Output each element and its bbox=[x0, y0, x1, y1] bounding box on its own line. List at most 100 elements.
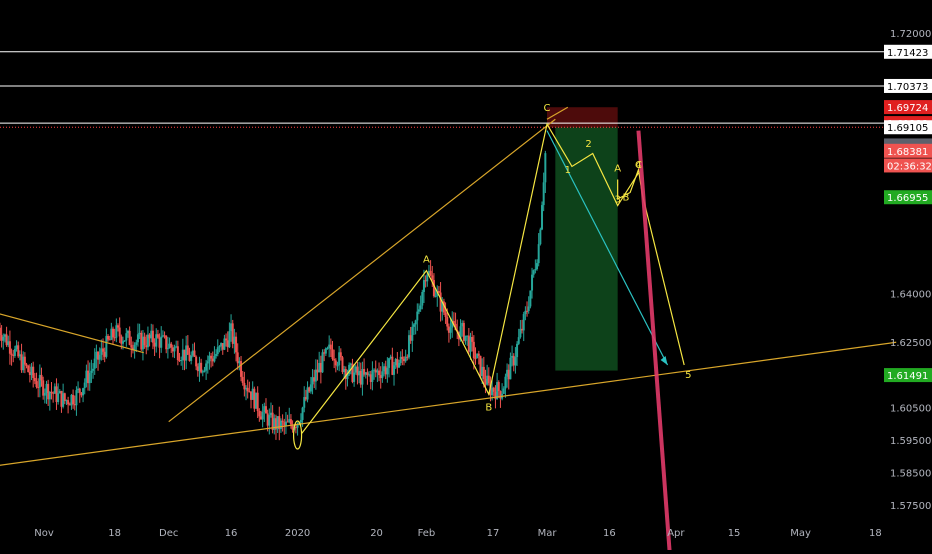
candle-body bbox=[259, 416, 262, 420]
candle bbox=[116, 323, 119, 332]
candle bbox=[25, 362, 28, 369]
candle-body bbox=[449, 327, 452, 333]
candle-body bbox=[225, 338, 228, 341]
candle bbox=[359, 362, 362, 388]
candle-body bbox=[284, 421, 287, 426]
candle bbox=[143, 332, 146, 349]
candle bbox=[412, 323, 415, 335]
candle-body bbox=[333, 358, 336, 361]
trendline-3 bbox=[168, 118, 556, 423]
candle bbox=[266, 409, 269, 432]
candle-body bbox=[228, 331, 231, 348]
candle-body bbox=[494, 391, 497, 400]
candle-body bbox=[356, 366, 359, 376]
candle bbox=[393, 361, 396, 386]
candle bbox=[225, 333, 228, 347]
candle bbox=[35, 372, 38, 389]
candle-body bbox=[399, 356, 402, 363]
candle-body bbox=[364, 372, 367, 375]
candle-body bbox=[261, 411, 264, 420]
candle bbox=[466, 335, 469, 346]
candle-body bbox=[274, 418, 277, 430]
candle bbox=[497, 380, 500, 398]
candle-body bbox=[339, 352, 342, 358]
wave-label-3: C bbox=[544, 103, 551, 114]
candle-body bbox=[8, 341, 11, 354]
candle bbox=[12, 350, 15, 363]
candle bbox=[108, 335, 111, 341]
candle-body bbox=[407, 335, 410, 358]
candle bbox=[166, 336, 169, 359]
candle bbox=[303, 386, 306, 413]
time-tick-label: 18 bbox=[869, 528, 882, 539]
candle-body bbox=[125, 333, 128, 341]
candle bbox=[245, 385, 248, 401]
candle-body bbox=[343, 368, 346, 373]
candle bbox=[316, 359, 319, 381]
candle-body bbox=[376, 370, 379, 373]
candle bbox=[22, 351, 25, 373]
candle bbox=[346, 369, 349, 387]
candle-body bbox=[341, 357, 344, 373]
candle-body bbox=[243, 383, 246, 390]
candle-body bbox=[524, 310, 527, 315]
candle bbox=[437, 286, 440, 294]
candle bbox=[173, 344, 176, 359]
candle-body bbox=[502, 388, 505, 394]
candle-body bbox=[160, 336, 163, 348]
candle-body bbox=[65, 400, 68, 402]
candle bbox=[240, 355, 243, 382]
candle bbox=[45, 380, 48, 404]
candle bbox=[379, 366, 382, 389]
price-tick-label: 1.58500 bbox=[890, 468, 931, 479]
time-tick-label: Nov bbox=[34, 528, 54, 539]
candle-body bbox=[245, 387, 248, 390]
candle-body bbox=[469, 337, 472, 352]
candle bbox=[151, 324, 154, 350]
time-tick-label: Dec bbox=[159, 528, 178, 539]
candle-body bbox=[231, 323, 234, 344]
candle bbox=[43, 388, 46, 404]
candle bbox=[351, 358, 354, 384]
candle-body bbox=[404, 356, 407, 362]
candle-body bbox=[338, 352, 341, 366]
candle-body bbox=[506, 369, 509, 377]
candle bbox=[171, 344, 174, 358]
candle-body bbox=[353, 372, 356, 382]
candle-body bbox=[195, 356, 198, 367]
candle-body bbox=[432, 280, 435, 297]
candle bbox=[281, 414, 284, 432]
candle-body bbox=[532, 270, 535, 275]
time-tick-label: Feb bbox=[418, 528, 436, 539]
candle-body bbox=[226, 340, 229, 348]
candle bbox=[126, 329, 129, 338]
candle-body bbox=[311, 377, 314, 385]
candle bbox=[461, 320, 464, 337]
candle-body bbox=[348, 364, 351, 375]
candle bbox=[338, 345, 341, 372]
candle bbox=[524, 306, 527, 321]
candle-body bbox=[258, 411, 261, 417]
candle-body bbox=[53, 386, 56, 394]
candle bbox=[216, 339, 219, 357]
candle bbox=[0, 322, 1, 341]
candle bbox=[294, 423, 297, 434]
candle bbox=[27, 364, 30, 373]
candle bbox=[422, 269, 425, 304]
candle bbox=[63, 392, 66, 405]
candle bbox=[504, 373, 507, 398]
candle bbox=[477, 350, 480, 365]
candle bbox=[341, 355, 344, 375]
candle-body bbox=[303, 397, 306, 408]
candle bbox=[534, 259, 537, 274]
candle-body bbox=[136, 334, 139, 343]
wave-label-1: A bbox=[423, 254, 430, 265]
candle-body bbox=[511, 355, 514, 358]
candle bbox=[97, 350, 100, 371]
candle bbox=[248, 381, 251, 393]
price-tick-label: 1.59500 bbox=[890, 436, 931, 447]
candle bbox=[5, 326, 8, 347]
projection-arrow-head bbox=[660, 356, 668, 366]
